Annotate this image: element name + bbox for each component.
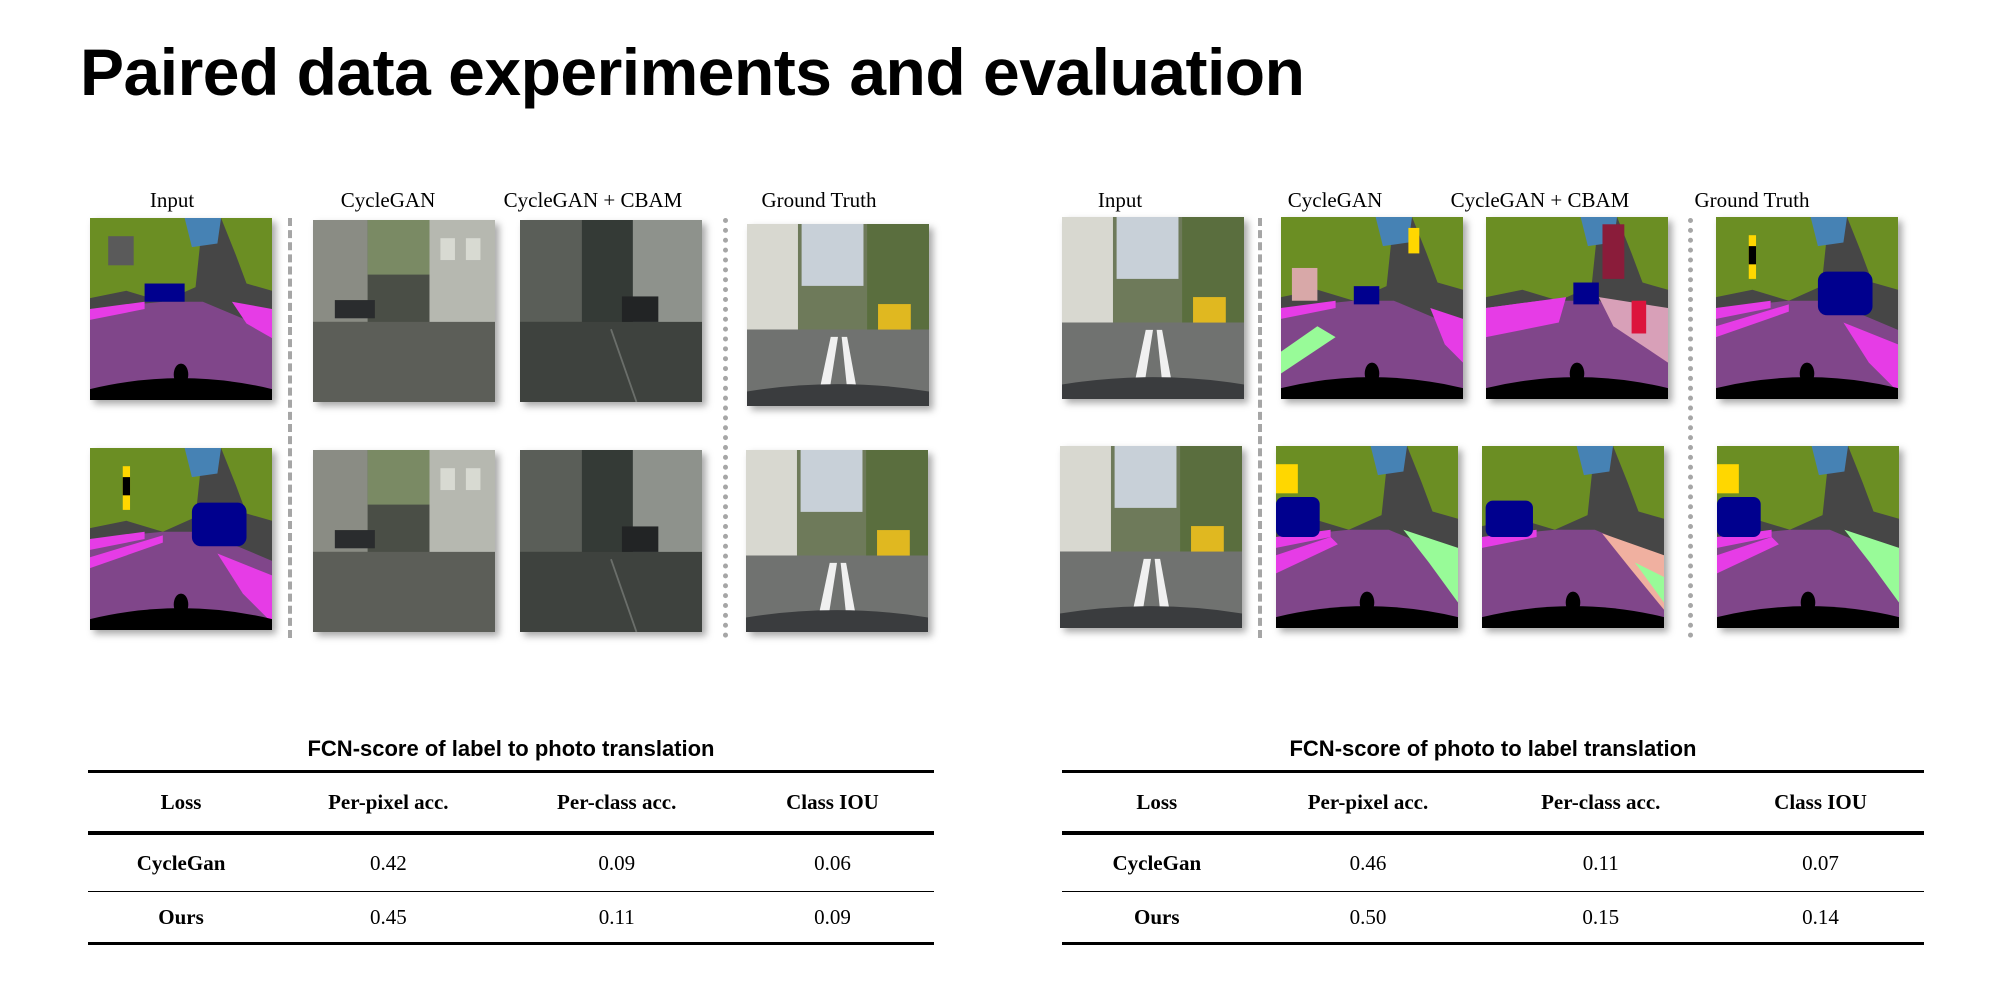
class-iou-value: 0.09: [730, 891, 934, 945]
ground-truth-label-map: [1716, 217, 1898, 399]
input-photo: [1060, 446, 1242, 628]
col-header-ground-truth: Ground Truth: [1694, 188, 1810, 212]
col-header-cyclegan: CycleGAN: [340, 188, 436, 212]
header-class-iou: Class IOU: [786, 789, 879, 814]
table-row: Ours 0.50 0.15 0.14: [1062, 891, 1924, 945]
ground-truth-photo: [747, 224, 929, 406]
table-header-row: Loss Per-pixel acc. Per-class acc. Class…: [88, 771, 934, 833]
score-table: Loss Per-pixel acc. Per-class acc. Class…: [88, 770, 934, 945]
per-class-acc-value: 0.11: [502, 891, 731, 945]
cyclegan-output-label-map: [1281, 217, 1463, 399]
cyclegan-cbam-output-photo: [520, 450, 702, 632]
col-header-input: Input: [1097, 188, 1143, 212]
label-to-photo-panel: Input CycleGAN CycleGAN + CBAM Ground Tr…: [80, 184, 940, 644]
per-pixel-acc-value: 0.50: [1251, 891, 1485, 945]
input-label-map: [90, 218, 272, 400]
column-divider: [288, 218, 292, 638]
column-divider: [1258, 218, 1262, 638]
cyclegan-cbam-output-label-map: [1486, 217, 1668, 399]
method-name: Ours: [1062, 891, 1252, 945]
slide-title: Paired data experiments and evaluation: [80, 35, 1305, 109]
method-name: Ours: [88, 891, 275, 945]
cyclegan-output-photo: [313, 220, 495, 402]
class-iou-value: 0.14: [1717, 891, 1924, 945]
method-name: CycleGan: [1062, 833, 1252, 892]
per-class-acc-value: 0.15: [1484, 891, 1718, 945]
col-header-cyclegan-cbam: CycleGAN + CBAM: [1450, 188, 1630, 212]
header-per-pixel-acc: Per-pixel acc.: [328, 789, 449, 814]
header-per-pixel-acc: Per-pixel acc.: [1307, 789, 1429, 814]
input-photo: [1062, 217, 1244, 399]
per-pixel-acc-value: 0.42: [274, 833, 503, 892]
per-class-acc-value: 0.09: [502, 833, 731, 892]
table-header-row: Loss Per-pixel acc. Per-class acc. Class…: [1062, 771, 1924, 833]
cyclegan-output-photo: [313, 450, 495, 632]
column-divider: [723, 218, 728, 638]
per-pixel-acc-value: 0.46: [1251, 833, 1485, 892]
class-iou-value: 0.07: [1717, 833, 1924, 892]
table-row: CycleGan 0.42 0.09 0.06: [88, 833, 934, 892]
header-loss: Loss: [160, 789, 202, 814]
cyclegan-output-label-map: [1276, 446, 1458, 628]
score-table: Loss Per-pixel acc. Per-class acc. Class…: [1062, 770, 1924, 945]
col-header-cyclegan-cbam: CycleGAN + CBAM: [503, 188, 683, 212]
cyclegan-cbam-output-photo: [520, 220, 702, 402]
method-name: CycleGan: [88, 833, 275, 892]
header-per-class-acc: Per-class acc.: [557, 789, 677, 814]
cyclegan-cbam-output-label-map: [1482, 446, 1664, 628]
table-row: Ours 0.45 0.11 0.09: [88, 891, 934, 945]
col-header-cyclegan: CycleGAN: [1287, 188, 1383, 212]
photo-to-label-panel: Input CycleGAN CycleGAN + CBAM Ground Tr…: [1052, 184, 1912, 644]
per-class-acc-value: 0.11: [1484, 833, 1718, 892]
header-loss: Loss: [1136, 789, 1178, 814]
per-pixel-acc-value: 0.45: [274, 891, 503, 945]
table-row: CycleGan 0.46 0.11 0.07: [1062, 833, 1924, 892]
fcn-score-table-label-to-photo: FCN-score of label to photo translation …: [88, 736, 934, 945]
ground-truth-label-map: [1717, 446, 1899, 628]
fcn-score-table-photo-to-label: FCN-score of photo to label translation …: [1062, 736, 1924, 945]
table-caption: FCN-score of label to photo translation: [307, 736, 715, 761]
header-per-class-acc: Per-class acc.: [1541, 789, 1661, 814]
class-iou-value: 0.06: [730, 833, 934, 892]
table-caption: FCN-score of photo to label translation: [1289, 736, 1697, 761]
input-label-map: [90, 448, 272, 630]
ground-truth-photo: [746, 450, 928, 632]
col-header-ground-truth: Ground Truth: [761, 188, 877, 212]
col-header-input: Input: [149, 188, 195, 212]
header-class-iou: Class IOU: [1774, 789, 1867, 814]
column-divider: [1688, 218, 1693, 638]
